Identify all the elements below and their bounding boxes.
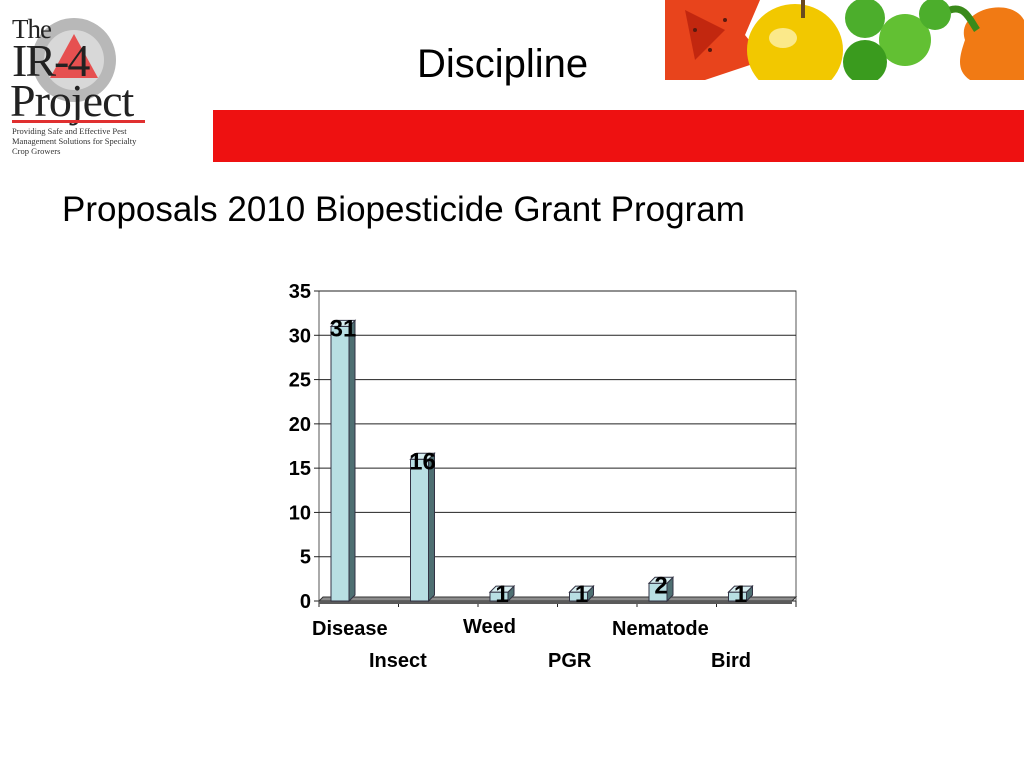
bar-top xyxy=(329,319,357,327)
data-label: 1 xyxy=(575,581,588,608)
chart-floor xyxy=(317,596,798,604)
data-label: 1 xyxy=(495,581,508,608)
y-tick-label: 0 xyxy=(300,591,311,613)
data-label: 1 xyxy=(734,581,747,608)
ir4-logo: The IR-4 Project Providing Safe and Effe… xyxy=(8,8,158,158)
fruit-banner-image xyxy=(665,0,1024,80)
bar-side xyxy=(428,452,435,603)
chart-subtitle: Proposals 2010 Biopesticide Grant Progra… xyxy=(62,190,745,229)
bar-side xyxy=(348,319,356,603)
bar xyxy=(488,584,516,603)
bar-top xyxy=(409,452,436,460)
y-tick-label: 5 xyxy=(300,547,311,569)
data-label: 31 xyxy=(330,315,357,342)
y-tick-label: 30 xyxy=(289,325,311,347)
floor-front xyxy=(319,601,792,604)
bar xyxy=(647,576,675,603)
logo-tagline: Providing Safe and Effective Pest Manage… xyxy=(12,126,137,156)
logo-project-text: Project xyxy=(10,75,134,126)
bar-top xyxy=(647,576,675,584)
x-category-label: PGR xyxy=(548,650,592,672)
y-tick-label: 15 xyxy=(289,458,311,480)
floor-top xyxy=(317,596,798,602)
bar xyxy=(568,584,595,603)
x-category-label: Disease xyxy=(312,618,388,640)
plot-area xyxy=(318,290,797,602)
apple-icon xyxy=(747,0,843,80)
x-category-label: Nematode xyxy=(612,618,709,640)
lily-flower-icon xyxy=(665,0,765,80)
y-tick-label: 10 xyxy=(289,502,311,524)
y-tick-label: 25 xyxy=(289,370,311,392)
data-label: 2 xyxy=(654,572,667,599)
data-label: 16 xyxy=(409,448,436,475)
logo-emblem-icon xyxy=(32,18,116,102)
data-labels: 31 16 1 1 2 1 xyxy=(330,315,748,608)
bar-top xyxy=(488,585,516,593)
y-tick-label: 35 xyxy=(289,281,311,303)
grapes-icon xyxy=(843,0,951,80)
logo-ir4-text: IR-4 xyxy=(12,35,90,86)
pepper-icon xyxy=(948,5,1024,80)
logo-divider xyxy=(12,120,145,123)
logo-the-text: The xyxy=(12,14,52,44)
y-axis-tick-labels: 0 5 10 15 20 25 30 35 xyxy=(289,281,311,613)
x-category-label: Weed xyxy=(463,616,516,638)
page-title: Discipline xyxy=(417,42,589,86)
bar xyxy=(329,319,357,603)
plot-frame xyxy=(318,290,797,602)
header-red-bar xyxy=(213,110,1024,162)
y-tick-label: 20 xyxy=(289,414,311,436)
bar-top xyxy=(568,585,595,593)
bar-top xyxy=(727,585,754,593)
bar xyxy=(727,584,754,603)
bar-front xyxy=(410,458,429,602)
bar xyxy=(409,452,436,603)
bar-front xyxy=(330,325,350,602)
x-category-label: Bird xyxy=(711,650,751,672)
x-category-label: Insect xyxy=(369,650,427,672)
bars xyxy=(329,319,754,603)
